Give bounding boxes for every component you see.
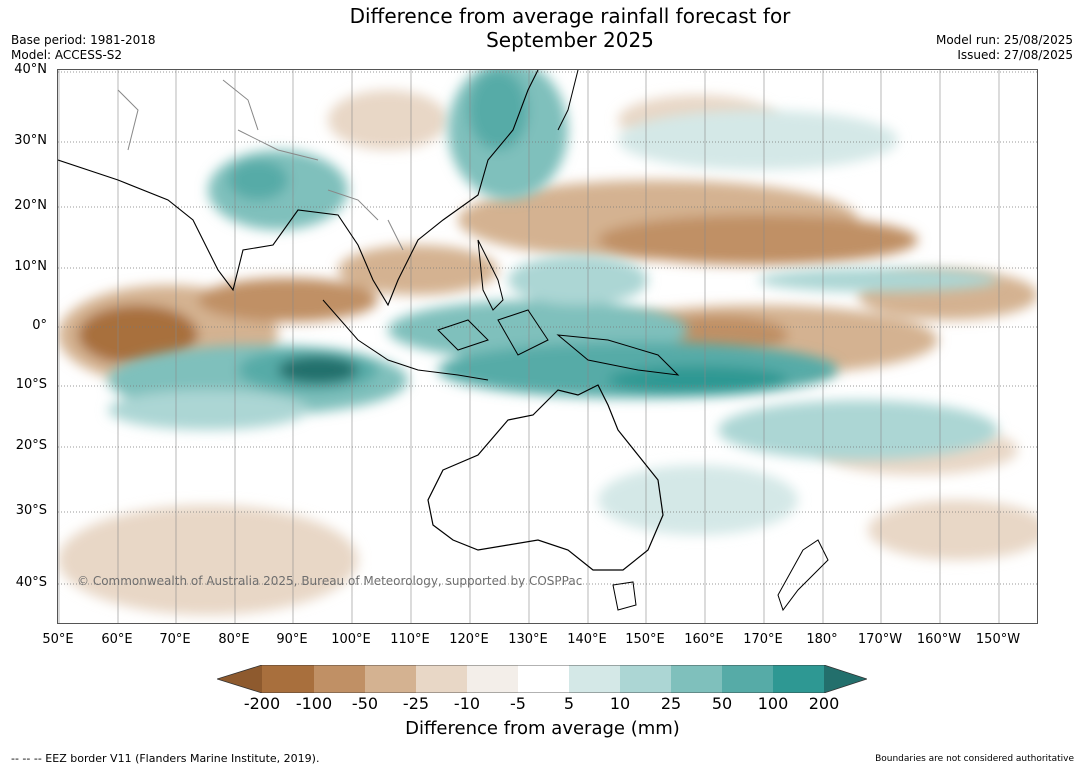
wet-anomaly-regions xyxy=(108,70,998,535)
lon-label: 170°E xyxy=(743,632,783,647)
colorbar-swatch xyxy=(217,665,262,693)
lon-label: 110°E xyxy=(390,632,430,647)
lat-label: 20°N xyxy=(14,198,47,213)
map-title: Difference from average rainfall forecas… xyxy=(270,4,870,52)
meta-right: Model run: 25/08/2025 Issued: 27/08/2025 xyxy=(936,33,1073,63)
tasmania-coastline xyxy=(612,581,637,611)
colorbar-swatch xyxy=(262,665,314,693)
lat-label: 30°S xyxy=(15,503,47,518)
lon-label: 130°E xyxy=(508,632,548,647)
colorbar-tick: -50 xyxy=(351,694,379,713)
japan-coastline xyxy=(557,70,579,131)
colorbar-swatch xyxy=(365,665,416,693)
model-name: Model: ACCESS-S2 xyxy=(11,48,123,62)
colorbar-swatch xyxy=(671,665,722,693)
colorbar-swatch xyxy=(620,665,671,693)
title-line-1: Difference from average rainfall forecas… xyxy=(349,4,791,28)
lat-label: 40°N xyxy=(14,62,47,77)
lat-label: 30°N xyxy=(14,133,47,148)
colorbar-tick: 200 xyxy=(808,694,840,713)
lon-label: 180° xyxy=(806,632,838,647)
lon-label: 70°E xyxy=(159,632,191,647)
lon-label: 150°W xyxy=(975,632,1021,647)
colorbar-swatch xyxy=(314,665,365,693)
colorbar-tick: 100 xyxy=(757,694,789,713)
philippines-coastline xyxy=(477,239,504,311)
colorbar-tick: 10 xyxy=(609,694,631,713)
asia-coastline xyxy=(58,70,539,307)
colorbar-tick: 5 xyxy=(563,694,575,713)
colorbar-swatch xyxy=(518,665,569,693)
lat-label: 10°N xyxy=(14,259,47,274)
lon-label: 90°E xyxy=(276,632,308,647)
issued-date: Issued: 27/08/2025 xyxy=(957,48,1073,62)
colorbar-tick: -10 xyxy=(453,694,481,713)
meridians xyxy=(58,70,1000,623)
lon-label: 160°W xyxy=(916,632,962,647)
title-line-2: September 2025 xyxy=(486,28,654,52)
lon-label: 100°E xyxy=(331,632,371,647)
lat-label: 20°S xyxy=(15,438,47,453)
lon-label: 50°E xyxy=(42,632,74,647)
lon-label: 60°E xyxy=(101,632,133,647)
model-run: Model run: 25/08/2025 xyxy=(935,33,1073,47)
colorbar xyxy=(217,665,867,693)
colorbar-title: Difference from average (mm) xyxy=(405,718,680,739)
colorbar-swatch xyxy=(467,665,518,693)
colorbar-tick: -100 xyxy=(295,694,333,713)
lon-label: 150°E xyxy=(625,632,665,647)
lon-label: 160°E xyxy=(684,632,724,647)
rainfall-map xyxy=(57,69,1038,624)
colorbar-tick: -200 xyxy=(243,694,281,713)
map-canvas xyxy=(58,70,1037,623)
country-borders xyxy=(117,79,404,251)
colorbar-swatch xyxy=(722,665,773,693)
meta-left: Base period: 1981-2018 Model: ACCESS-S2 xyxy=(11,33,156,63)
colorbar-swatch xyxy=(824,665,867,693)
lon-label: 120°E xyxy=(449,632,489,647)
lon-label: 140°E xyxy=(567,632,607,647)
lat-label: 0° xyxy=(32,318,47,333)
colorbar-swatch xyxy=(773,665,824,693)
colorbar-tick: -25 xyxy=(402,694,430,713)
colorbar-tick: 25 xyxy=(660,694,682,713)
base-period: Base period: 1981-2018 xyxy=(11,33,156,47)
colorbar-swatch xyxy=(569,665,620,693)
copyright-notice: © Commonwealth of Australia 2025, Bureau… xyxy=(77,574,583,588)
lon-label: 170°W xyxy=(857,632,903,647)
lon-label: 80°E xyxy=(218,632,250,647)
lat-label: 10°S xyxy=(15,377,47,392)
indonesia-coastline xyxy=(322,299,680,381)
colorbar-swatch xyxy=(416,665,467,693)
colorbar-tick: -5 xyxy=(510,694,526,713)
new-zealand-coastline xyxy=(777,539,829,612)
eez-border-legend: -- -- -- EEZ border V11 (Flanders Marine… xyxy=(11,752,320,765)
colorbar-tick: 50 xyxy=(711,694,733,713)
boundaries-disclaimer: Boundaries are not considered authoritat… xyxy=(875,754,1074,764)
australia-coastline xyxy=(427,384,664,571)
lat-label: 40°S xyxy=(15,575,47,590)
